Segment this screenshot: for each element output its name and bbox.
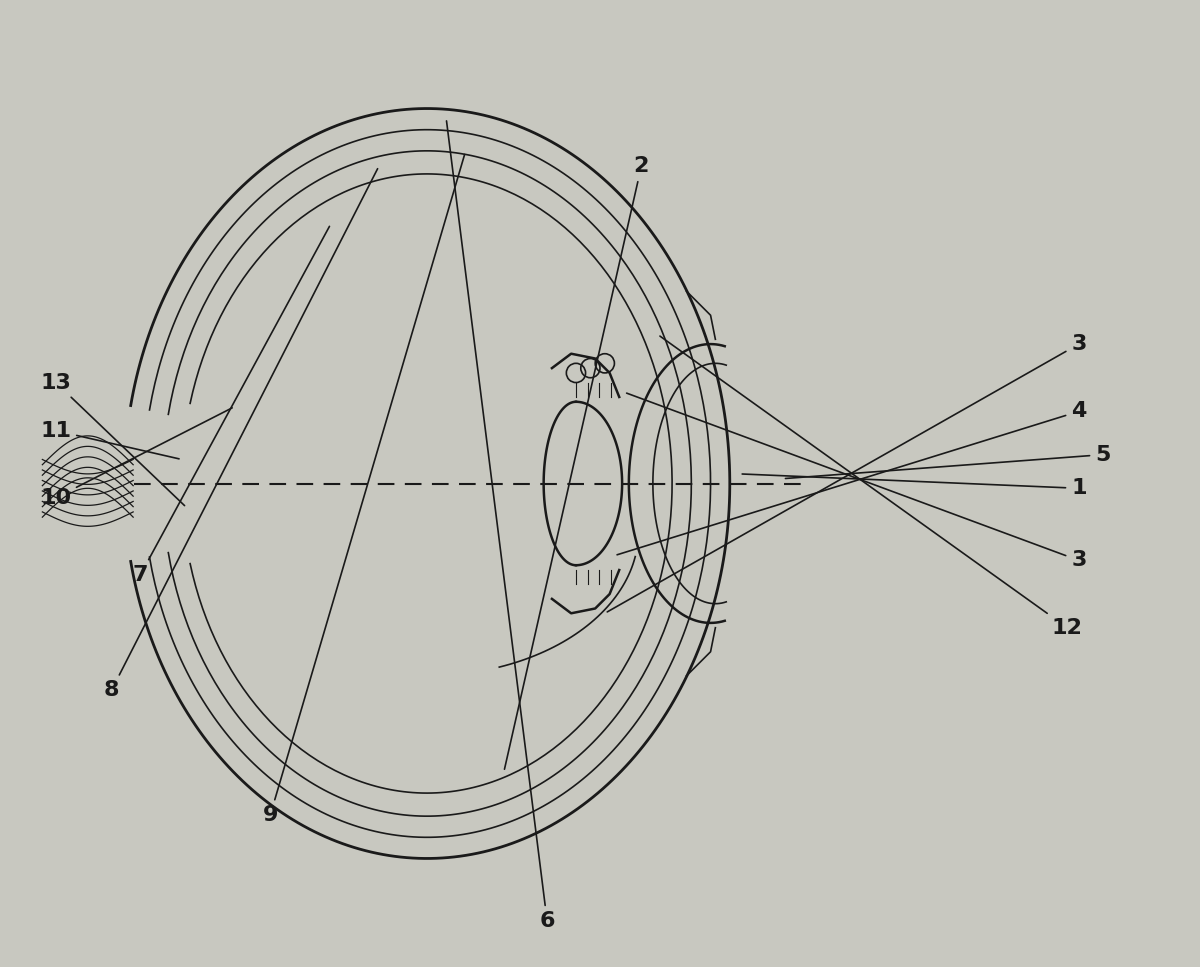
Text: 1: 1 (742, 474, 1087, 498)
Text: 8: 8 (103, 168, 378, 700)
Text: 10: 10 (40, 408, 232, 508)
Text: 5: 5 (786, 445, 1110, 479)
Text: 6: 6 (446, 121, 554, 931)
Text: 4: 4 (617, 401, 1086, 555)
Text: 7: 7 (133, 226, 330, 585)
Text: 13: 13 (41, 372, 185, 506)
Text: 12: 12 (660, 337, 1082, 637)
Text: 11: 11 (41, 421, 179, 459)
Text: 3: 3 (626, 394, 1086, 571)
Text: 2: 2 (504, 157, 649, 769)
Text: 3: 3 (607, 334, 1086, 612)
Text: 9: 9 (263, 155, 464, 825)
